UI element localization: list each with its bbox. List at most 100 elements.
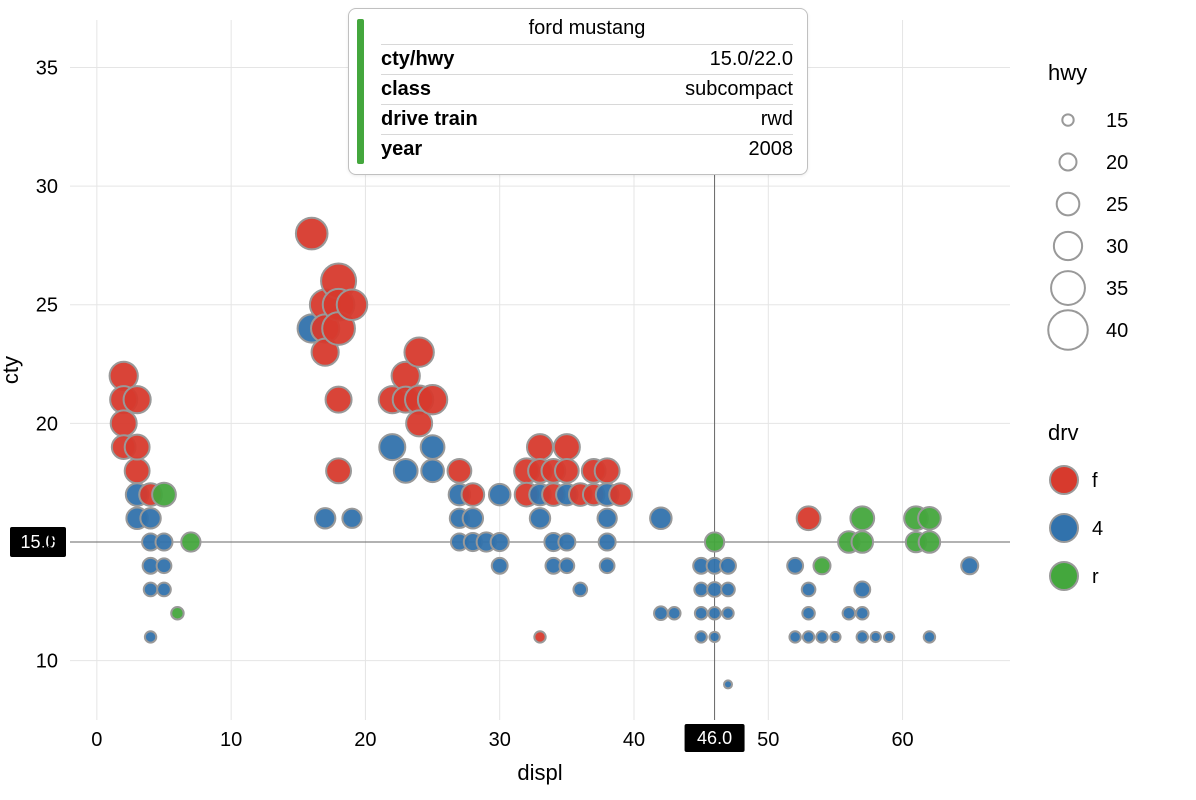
scatter-point[interactable]: [919, 531, 941, 553]
scatter-point[interactable]: [705, 532, 724, 551]
scatter-point[interactable]: [720, 558, 736, 574]
scatter-point[interactable]: [140, 508, 160, 528]
scatter-point[interactable]: [789, 631, 800, 642]
scatter-point[interactable]: [296, 218, 328, 250]
scatter-point[interactable]: [797, 506, 821, 530]
scatter-point[interactable]: [854, 582, 870, 598]
legend-size-label: 20: [1106, 152, 1128, 174]
scatter-point[interactable]: [573, 583, 587, 597]
scatter-point[interactable]: [787, 558, 803, 574]
legend-color: drvf4r: [1048, 420, 1103, 590]
scatter-point[interactable]: [157, 583, 171, 597]
legend-size-title: hwy: [1048, 60, 1087, 85]
scatter-point[interactable]: [816, 631, 827, 642]
scatter-point[interactable]: [462, 483, 485, 506]
scatter-point[interactable]: [918, 507, 941, 530]
y-tick-label: 15: [36, 532, 58, 554]
scatter-point[interactable]: [884, 632, 894, 642]
scatter-point[interactable]: [595, 458, 620, 483]
scatter-point[interactable]: [181, 532, 200, 551]
legend-color-title: drv: [1048, 420, 1079, 445]
legend-color-marker: [1050, 466, 1078, 494]
scatter-point[interactable]: [722, 608, 733, 619]
scatter-point[interactable]: [650, 508, 672, 530]
scatter-point[interactable]: [111, 410, 137, 436]
scatter-point[interactable]: [668, 607, 681, 620]
scatter-point[interactable]: [152, 483, 176, 507]
x-tick-label: 40: [623, 729, 645, 751]
scatter-point[interactable]: [489, 484, 511, 506]
scatter-point[interactable]: [315, 508, 335, 528]
scatter-point[interactable]: [857, 631, 868, 642]
scatter-point[interactable]: [124, 386, 151, 413]
scatter-point[interactable]: [721, 583, 735, 597]
scatter-points[interactable]: [110, 218, 979, 689]
scatter-point[interactable]: [448, 459, 472, 483]
scatter-point[interactable]: [145, 631, 156, 642]
scatter-point[interactable]: [830, 632, 840, 642]
scatter-point[interactable]: [707, 582, 722, 597]
scatter-point[interactable]: [871, 632, 881, 642]
scatter-point[interactable]: [421, 460, 444, 483]
scatter-point[interactable]: [852, 531, 874, 553]
scatter-point[interactable]: [337, 289, 368, 320]
x-tick-label: 60: [891, 729, 913, 751]
scatter-point[interactable]: [695, 607, 708, 620]
scatter-point[interactable]: [802, 583, 816, 597]
scatter-point[interactable]: [144, 583, 158, 597]
scatter-point[interactable]: [554, 434, 580, 460]
scatter-point[interactable]: [342, 509, 361, 528]
legend-color-marker: [1050, 562, 1078, 590]
scatter-point[interactable]: [125, 458, 150, 483]
tooltip-row: drive trainrwd: [381, 104, 793, 134]
scatter-point[interactable]: [379, 434, 405, 460]
scatter-point[interactable]: [599, 534, 616, 551]
tooltip: ford mustang cty/hwy15.0/22.0classsubcom…: [348, 8, 808, 175]
scatter-point[interactable]: [694, 583, 708, 597]
scatter-point[interactable]: [492, 558, 508, 574]
scatter-point[interactable]: [491, 533, 509, 551]
scatter-point[interactable]: [534, 631, 545, 642]
legend-color-label: r: [1092, 566, 1099, 588]
scatter-point[interactable]: [527, 434, 553, 460]
scatter-point[interactable]: [530, 508, 550, 528]
y-tick-label: 10: [36, 651, 58, 673]
tooltip-rows: cty/hwy15.0/22.0classsubcompactdrive tra…: [381, 44, 793, 164]
scatter-point[interactable]: [326, 387, 352, 413]
scatter-point[interactable]: [843, 607, 856, 620]
scatter-point[interactable]: [709, 632, 719, 642]
scatter-point[interactable]: [555, 459, 579, 483]
tooltip-row: year2008: [381, 134, 793, 164]
scatter-point[interactable]: [803, 631, 814, 642]
scatter-point[interactable]: [850, 506, 874, 530]
scatter-point[interactable]: [961, 557, 978, 574]
scatter-point[interactable]: [724, 680, 732, 688]
tooltip-key: class: [381, 78, 431, 101]
scatter-point[interactable]: [418, 385, 447, 414]
scatter-point[interactable]: [558, 534, 575, 551]
scatter-point[interactable]: [559, 558, 574, 573]
tooltip-value: 2008: [749, 138, 794, 161]
scatter-point[interactable]: [814, 557, 831, 574]
scatter-point[interactable]: [598, 509, 617, 528]
scatter-point[interactable]: [326, 458, 351, 483]
scatter-point[interactable]: [157, 558, 172, 573]
scatter-point[interactable]: [924, 631, 935, 642]
scatter-point[interactable]: [609, 483, 632, 506]
legend-size-marker: [1051, 271, 1085, 305]
scatter-point[interactable]: [802, 607, 815, 620]
y-axis-label: cty: [0, 356, 23, 384]
scatter-point[interactable]: [171, 607, 184, 620]
scatter-point[interactable]: [695, 631, 706, 642]
scatter-point[interactable]: [394, 459, 418, 483]
x-tick-label: 0: [91, 729, 102, 751]
scatter-point[interactable]: [156, 534, 173, 551]
scatter-point[interactable]: [404, 338, 433, 367]
scatter-point[interactable]: [654, 606, 668, 620]
scatter-point[interactable]: [856, 607, 869, 620]
scatter-point[interactable]: [125, 435, 150, 460]
scatter-point[interactable]: [463, 508, 483, 528]
scatter-point[interactable]: [708, 607, 721, 620]
scatter-point[interactable]: [421, 435, 445, 459]
scatter-point[interactable]: [600, 558, 615, 573]
